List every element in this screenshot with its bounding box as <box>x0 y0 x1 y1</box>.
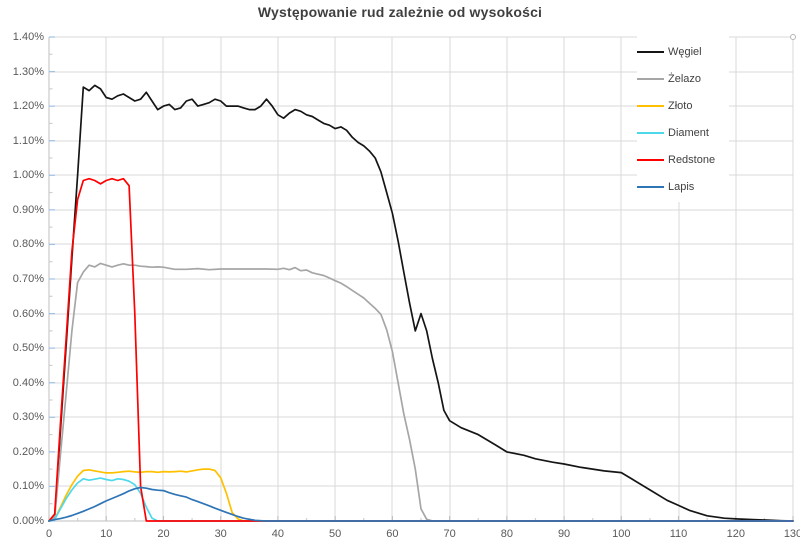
series-line-węgiel <box>48 84 794 522</box>
x-axis-label: 80 <box>500 528 513 540</box>
series-line-złoto <box>48 468 794 522</box>
y-axis-label: 0.70% <box>12 273 44 285</box>
legend-item-redstone[interactable]: Redstone <box>637 146 729 173</box>
legend[interactable]: Węgiel Żelazo Złoto Diament Redstone Lap… <box>637 36 729 202</box>
lapis-line-sample <box>637 185 664 188</box>
x-axis-label: 110 <box>669 528 688 540</box>
series-line-żelazo <box>48 262 794 522</box>
legend-label: Redstone <box>668 153 716 166</box>
diament-line-sample <box>637 131 664 134</box>
y-axis-label: 0.00% <box>12 515 44 527</box>
legend-item-wegiel[interactable]: Węgiel <box>637 38 729 65</box>
y-axis-label: 0.30% <box>12 411 44 424</box>
series-line-diament <box>48 477 794 522</box>
series-line-redstone <box>48 177 794 522</box>
y-axis-label: 0.20% <box>12 445 44 458</box>
y-axis-label: 0.90% <box>12 203 44 216</box>
wegiel-line-sample <box>637 50 664 53</box>
legend-item-lapis[interactable]: Lapis <box>637 173 729 200</box>
x-axis-label: 10 <box>100 528 113 540</box>
x-axis-label: 20 <box>157 528 170 540</box>
y-axis-label: 1.40% <box>12 31 44 43</box>
chart-title: Występowanie rud zależnie od wysokości <box>257 4 543 20</box>
x-axis-label: 0 <box>45 528 53 540</box>
y-axis-label: 1.00% <box>12 169 44 182</box>
legend-label: Węgiel <box>668 45 702 58</box>
x-axis-label: 90 <box>557 528 571 540</box>
series-line-lapis <box>48 486 794 522</box>
y-axis-label: 0.10% <box>12 480 44 493</box>
x-axis-label: 130 <box>783 528 800 540</box>
zloto-line-sample <box>637 104 664 107</box>
redstone-line-sample <box>637 158 664 161</box>
legend-item-diament[interactable]: Diament <box>637 119 729 146</box>
legend-label: Złoto <box>668 99 693 112</box>
x-axis-label: 60 <box>386 528 399 540</box>
x-axis-label: 40 <box>271 528 285 540</box>
legend-label: Żelazo <box>668 72 702 85</box>
y-axis-label: 0.60% <box>12 307 44 320</box>
x-axis-label: 70 <box>443 528 456 540</box>
x-axis-label: 50 <box>329 528 342 540</box>
y-axis-label: 0.50% <box>12 342 44 355</box>
y-axis-label: 0.80% <box>12 238 44 251</box>
legend-item-zelazo[interactable]: Żelazo <box>637 65 729 92</box>
x-axis-label: 30 <box>214 528 227 540</box>
x-axis-label: 100 <box>612 528 631 540</box>
y-axis-label: 1.10% <box>12 134 44 147</box>
legend-item-zloto[interactable]: Złoto <box>637 92 729 119</box>
legend-label: Lapis <box>668 180 695 193</box>
y-axis-label: 1.20% <box>12 100 44 113</box>
x-axis-label: 120 <box>726 528 745 540</box>
zelazo-line-sample <box>637 77 664 80</box>
y-axis-label: 1.30% <box>12 65 44 78</box>
legend-label: Diament <box>668 126 709 139</box>
y-axis-label: 0.40% <box>12 376 44 389</box>
selection-handle <box>790 34 796 40</box>
